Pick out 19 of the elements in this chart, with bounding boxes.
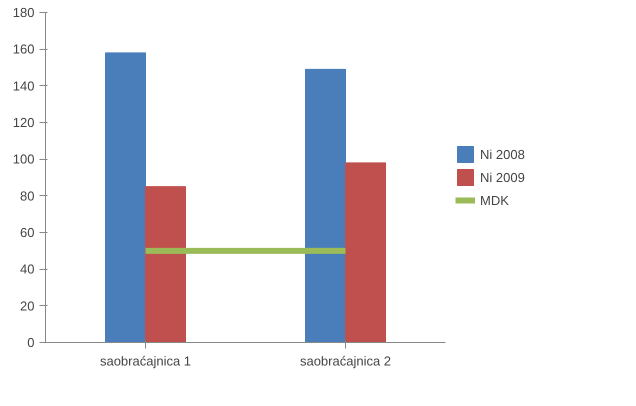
bar: [305, 68, 346, 342]
y-tick-label: 40: [20, 262, 35, 277]
y-tick-label: 0: [27, 335, 35, 350]
y-tick-label: 60: [20, 225, 35, 240]
legend-label: Ni 2009: [480, 170, 525, 184]
bar: [345, 162, 386, 342]
x-tick-label: saobraćajnica 1: [100, 354, 192, 368]
y-tick-label: 80: [20, 188, 35, 204]
y-tick-label: 100: [12, 152, 35, 167]
x-tick-label: saobraćajnica 2: [300, 354, 392, 368]
legend-label: Ni 2008: [480, 146, 525, 162]
legend-label: MDK: [480, 192, 509, 208]
y-tick-label: 20: [20, 298, 35, 314]
y-tick-label: 140: [12, 78, 35, 94]
y-tick-label: 160: [12, 42, 35, 57]
bar: [145, 186, 186, 342]
y-tick-label: 120: [12, 115, 35, 130]
bar: [105, 52, 146, 342]
y-tick-label: 180: [12, 5, 35, 20]
